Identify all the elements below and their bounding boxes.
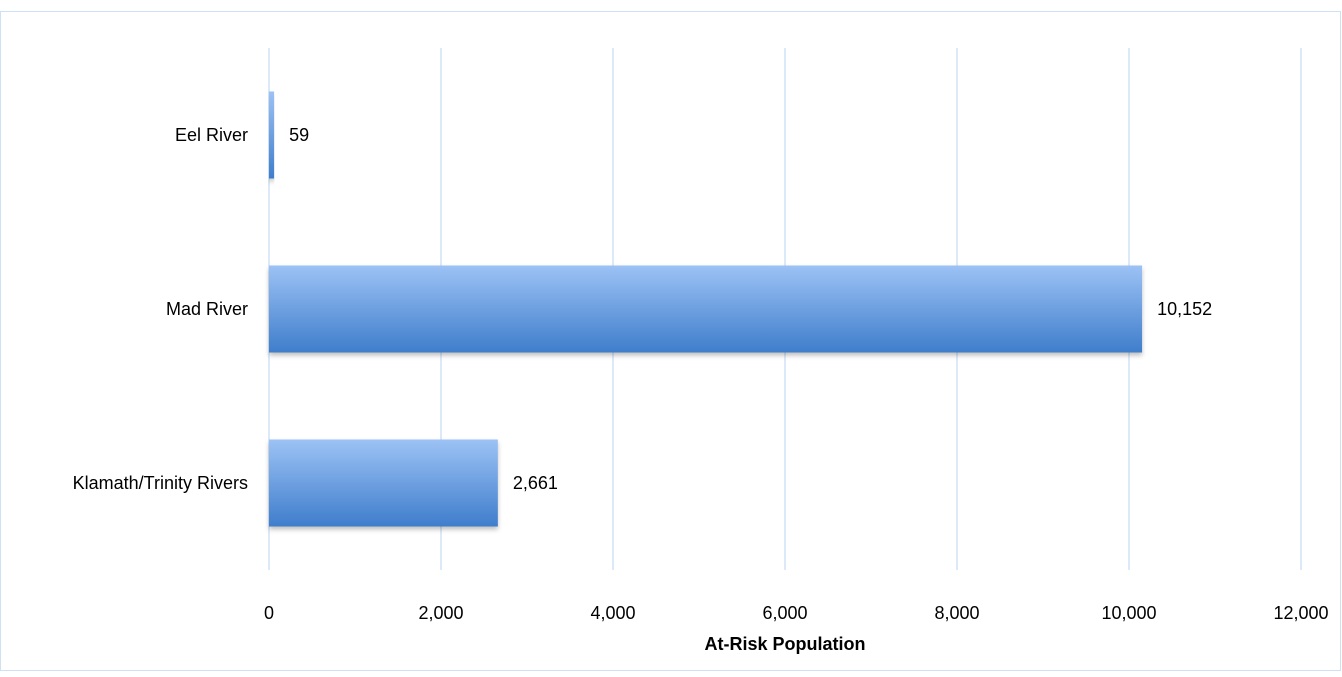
x-tick-label: 6,000 xyxy=(762,603,807,623)
bar xyxy=(269,91,275,179)
bars xyxy=(269,91,1143,527)
x-tick-label: 10,000 xyxy=(1101,603,1156,623)
x-tick-label: 2,000 xyxy=(418,603,463,623)
data-label: 59 xyxy=(289,125,309,145)
chart-border xyxy=(0,11,1341,671)
category-label: Eel River xyxy=(175,125,248,145)
labels: 0 2,000 4,000 6,000 8,000 10,000 12,000 Eel Riv… xyxy=(73,125,1329,623)
data-label: 10,152 xyxy=(1157,299,1212,319)
bar xyxy=(269,265,1143,353)
category-label: Klamath/Trinity Rivers xyxy=(73,473,248,493)
x-tick-label: 0 xyxy=(264,603,274,623)
bar xyxy=(269,439,498,527)
x-axis-title: At-Risk Population xyxy=(705,634,866,654)
x-tick-label: 4,000 xyxy=(590,603,635,623)
category-label: Mad River xyxy=(166,299,248,319)
data-label: 2,661 xyxy=(513,473,558,493)
x-tick-label: 8,000 xyxy=(934,603,979,623)
x-tick-label: 12,000 xyxy=(1273,603,1328,623)
